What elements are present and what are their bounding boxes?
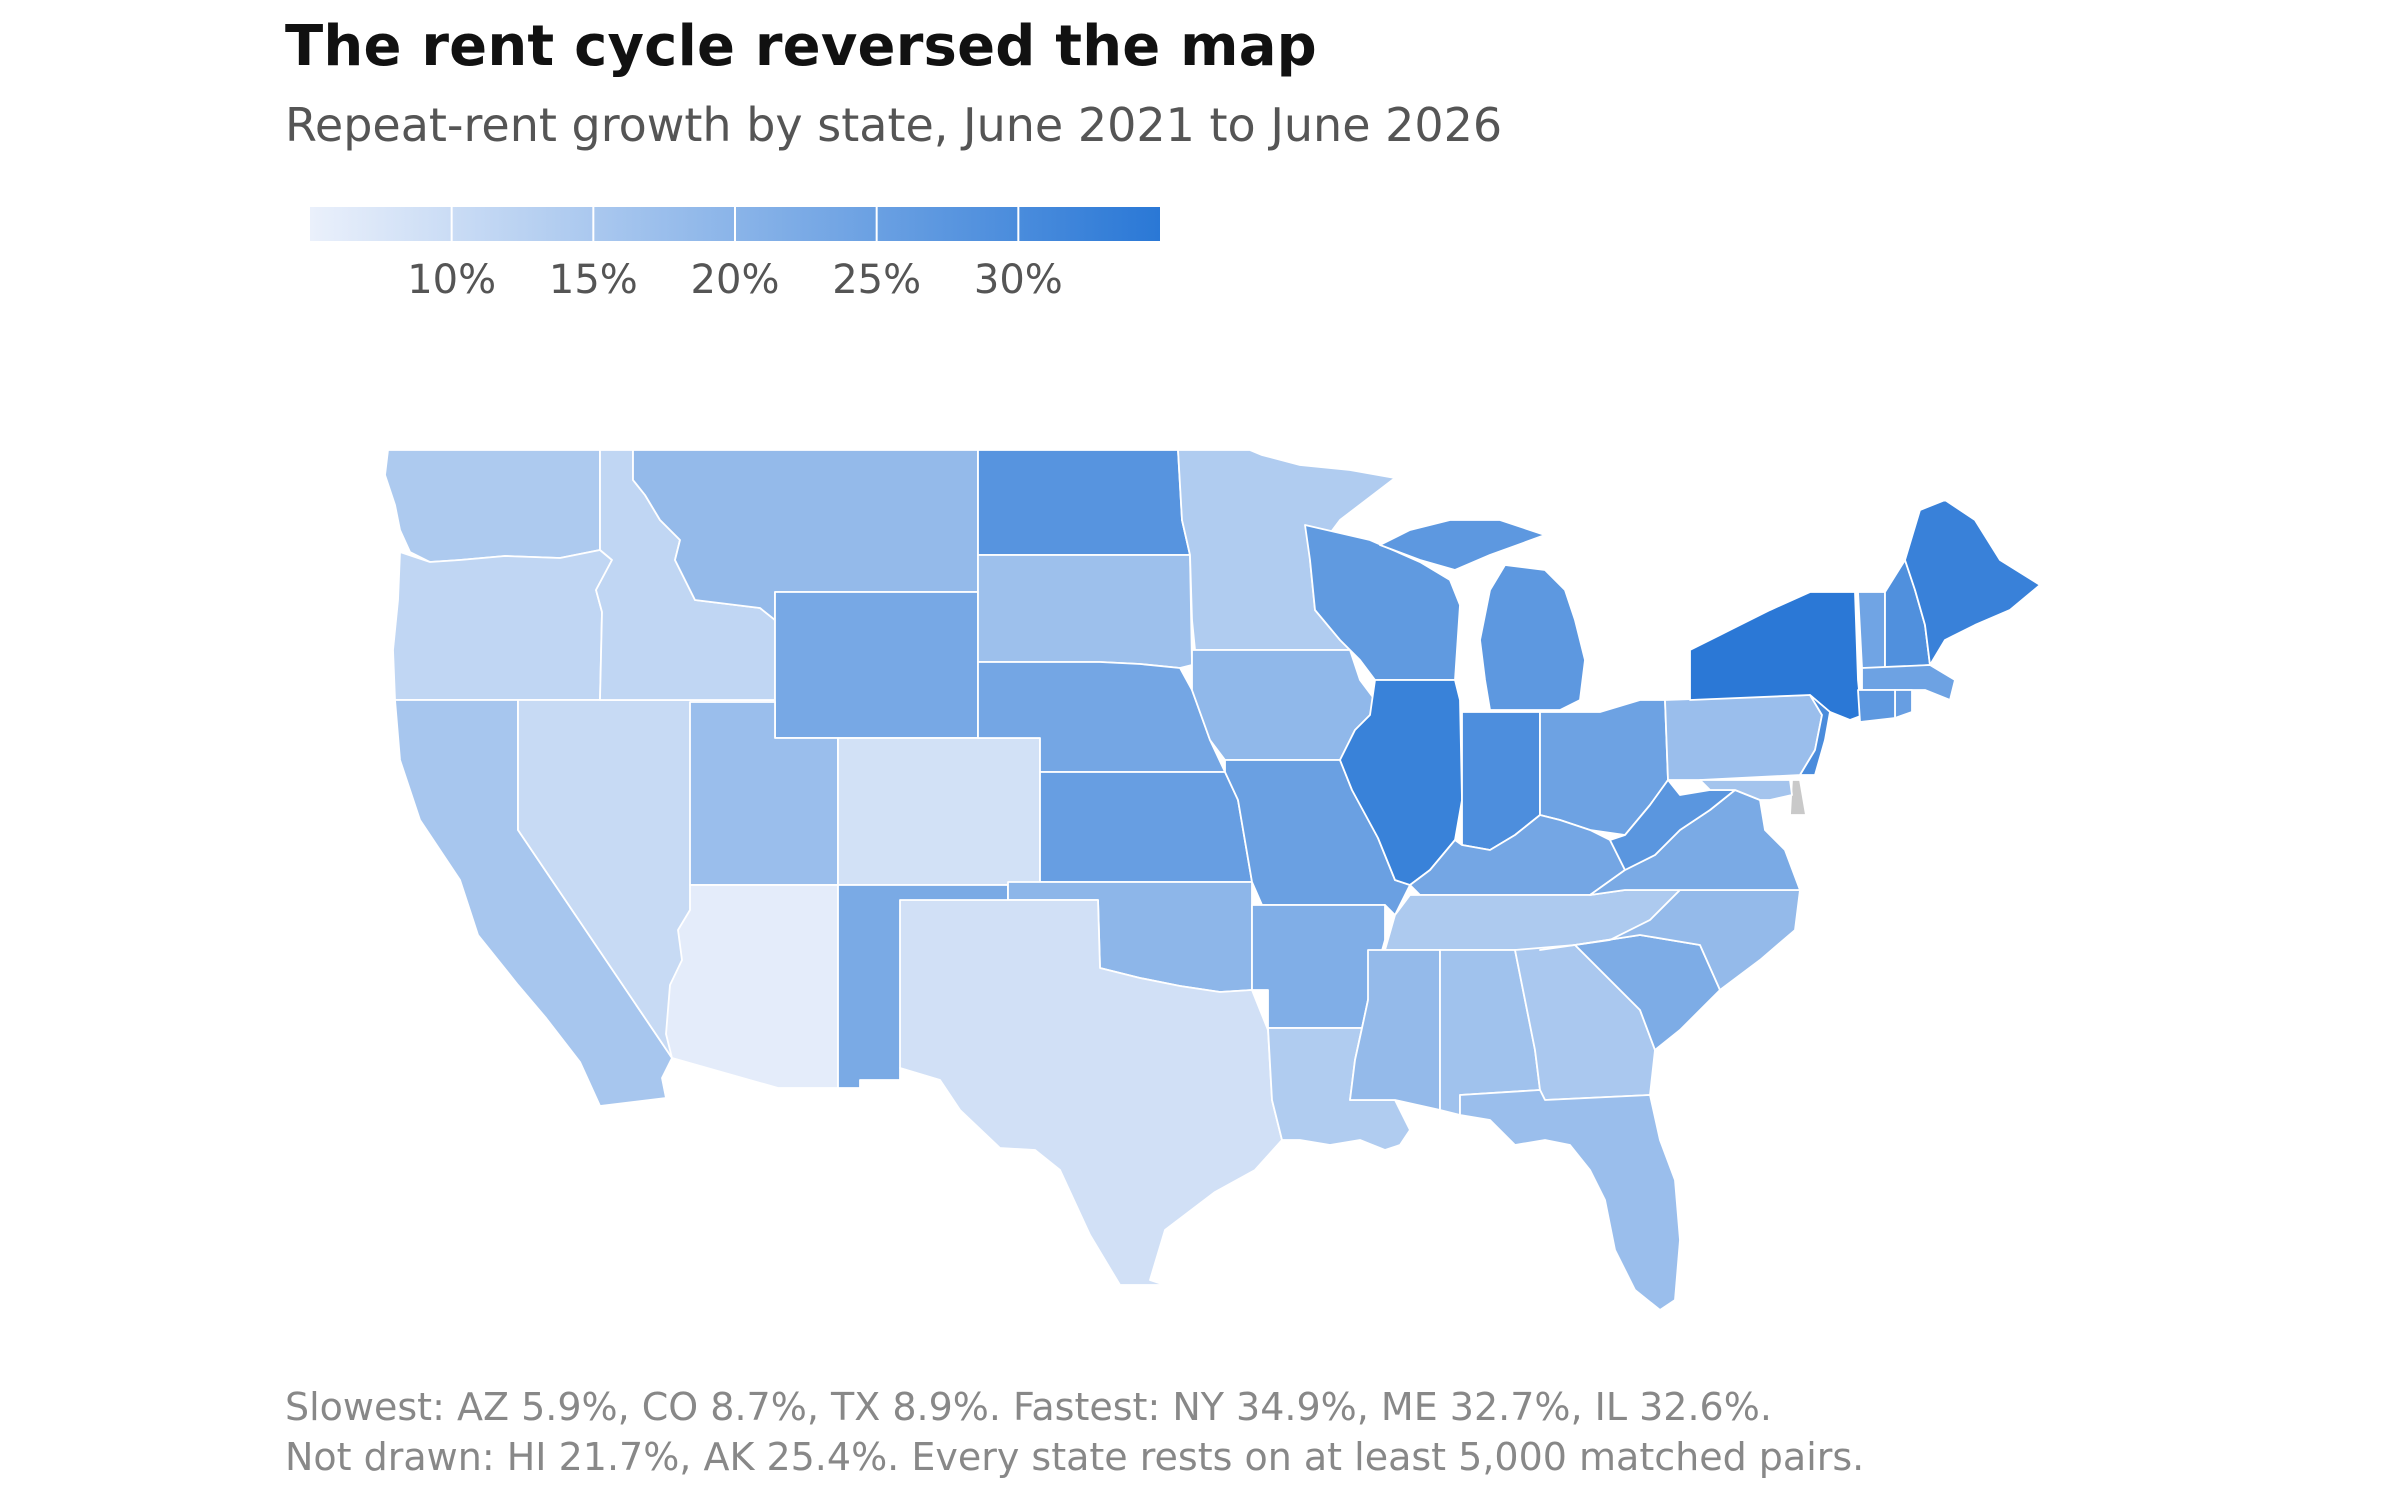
state-az	[665, 884, 839, 1089]
legend-tick-label: 10%	[407, 257, 497, 303]
legend-tick-label: 20%	[690, 257, 780, 303]
state-or	[392, 549, 613, 701]
footnote-line-2: Not drawn: HI 21.7%, AK 25.4%. Every sta…	[285, 1435, 1865, 1479]
state-ct	[1857, 689, 1896, 723]
footnote-line-1: Slowest: AZ 5.9%, CO 8.7%, TX 8.9%. Fast…	[285, 1385, 1772, 1429]
state-layer	[384, 449, 2041, 1311]
legend-colorbar	[310, 207, 1160, 241]
state-wy	[774, 591, 979, 739]
state-fl	[1459, 1089, 1681, 1311]
state-nc	[1539, 889, 1801, 991]
state-de	[1789, 779, 1807, 816]
state-nd	[977, 449, 1191, 556]
legend-tick-label: 25%	[832, 257, 922, 303]
legend-tick-label: 15%	[548, 257, 638, 303]
state-tx	[899, 899, 1283, 1286]
state-wa	[384, 449, 601, 563]
state-md	[1699, 779, 1793, 801]
state-me	[1904, 499, 2041, 666]
color-legend: 10% 15% 20% 25% 30%	[310, 205, 1160, 315]
state-vt	[1857, 591, 1886, 669]
state-nj	[1799, 694, 1831, 776]
state-co	[837, 737, 1041, 886]
state-sd	[977, 554, 1193, 669]
state-ks	[1039, 771, 1253, 883]
chart-title: The rent cycle reversed the map	[285, 14, 1317, 79]
chart-subtitle: Repeat-rent growth by state, June 2021 t…	[285, 98, 1503, 152]
state-mi	[1379, 519, 1586, 711]
legend-tick-label: 30%	[973, 257, 1063, 303]
state-il	[1339, 679, 1463, 886]
state-ri	[1894, 689, 1913, 719]
state-pa	[1664, 694, 1823, 781]
